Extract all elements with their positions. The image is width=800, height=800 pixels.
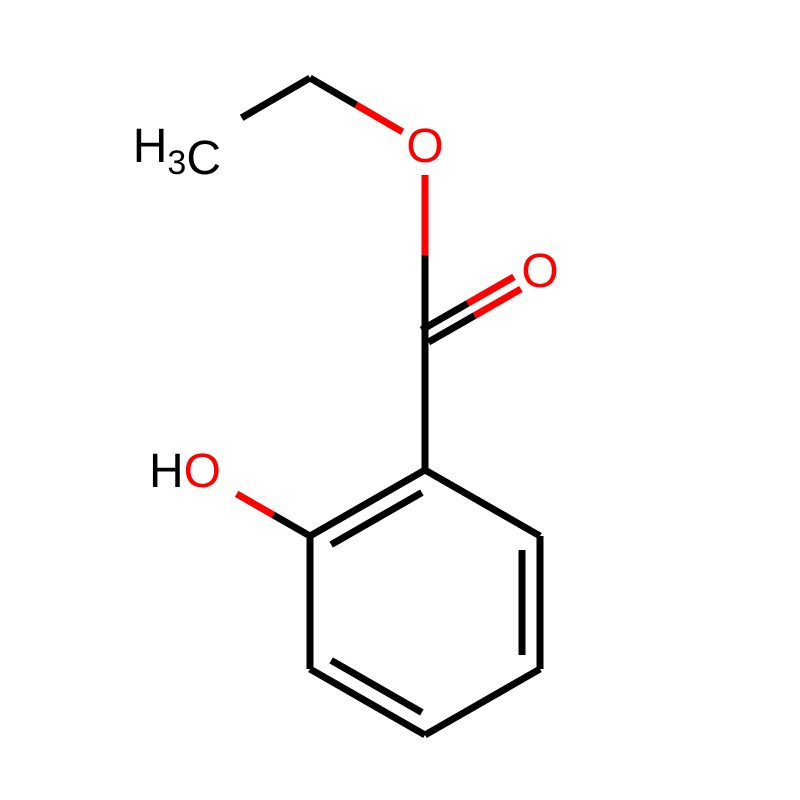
canvas-bg <box>0 0 800 800</box>
atom-label: O <box>406 120 443 173</box>
molecule-diagram: H3COOHO <box>0 0 800 800</box>
atom-label: HO <box>149 445 221 498</box>
atom-label: O <box>521 245 558 298</box>
